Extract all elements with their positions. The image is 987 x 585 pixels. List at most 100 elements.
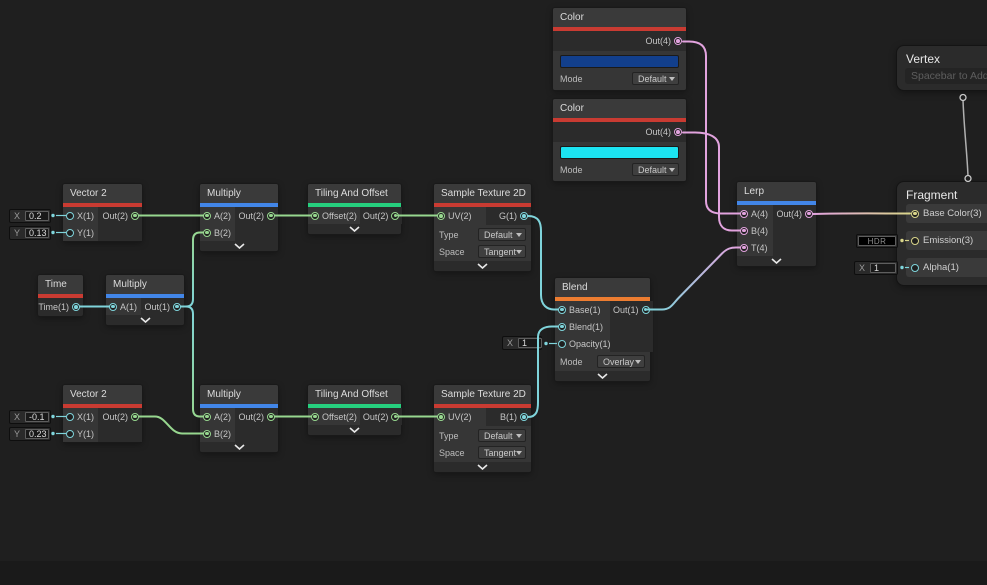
vector2bottom-y-field[interactable]: Y 0.23: [9, 426, 51, 441]
input-port-uv[interactable]: [437, 413, 445, 421]
space-dropdown[interactable]: Tangent: [478, 446, 526, 459]
input-port-b[interactable]: [203, 228, 211, 237]
vertex-add-block-placeholder[interactable]: Spacebar to Add: [905, 68, 987, 84]
vector2top-x-field[interactable]: X 0.2: [9, 208, 51, 223]
input-port-a[interactable]: [740, 209, 748, 218]
wire-color2-to-lerp-b[interactable]: [682, 131, 741, 232]
field-value[interactable]: 0.2: [25, 210, 50, 221]
category-stripe: [63, 404, 142, 408]
input-port-a[interactable]: [203, 211, 211, 220]
expand-chevron[interactable]: [308, 224, 401, 234]
output-port[interactable]: [267, 412, 275, 421]
mode-dropdown[interactable]: Overlay: [597, 355, 645, 368]
node-blend[interactable]: Blend Base(1) Blend(1) Opacity(1) Out(1)…: [555, 278, 653, 381]
port-label: Base(1): [569, 304, 601, 315]
field-value[interactable]: 1: [518, 338, 543, 348]
output-port[interactable]: [641, 305, 650, 314]
input-port-offset[interactable]: [311, 211, 319, 220]
node-tiling-offset-bottom[interactable]: Tiling And Offset Offset(2) Out(2): [308, 385, 403, 435]
node-multiply-top[interactable]: Multiply A(2) B(2) Out(2): [200, 184, 278, 251]
input-port-emission[interactable]: [911, 236, 919, 245]
expand-chevron[interactable]: [434, 462, 531, 472]
vertex-block[interactable]: Vertex Spacebar to Add: [897, 46, 987, 90]
node-lerp[interactable]: Lerp A(4) B(4) T(4) Out(4): [737, 182, 816, 266]
output-port[interactable]: [131, 412, 139, 421]
input-port-b[interactable]: [740, 226, 748, 235]
node-vector2-top[interactable]: Vector 2 X(1) Y(1) Out(2): [63, 184, 142, 241]
input-port-base-color[interactable]: [911, 209, 919, 218]
field-value[interactable]: 1: [870, 263, 896, 273]
fragment-row-base-color[interactable]: Base Color(3): [906, 204, 987, 223]
blend-opacity-field[interactable]: X 1: [502, 336, 543, 350]
vertex-fragment-connector: [959, 93, 972, 183]
input-port-x[interactable]: [66, 211, 74, 220]
type-dropdown[interactable]: Default: [478, 429, 526, 442]
color-swatch[interactable]: [560, 55, 679, 68]
input-port-a[interactable]: [203, 412, 211, 421]
hdr-badge[interactable]: HDR: [858, 236, 896, 246]
output-port[interactable]: [173, 302, 181, 311]
fragment-row-emission[interactable]: Emission(3): [906, 231, 987, 250]
fragment-row-alpha[interactable]: Alpha(1): [906, 258, 987, 277]
fragment-alpha-field[interactable]: X 1: [854, 261, 898, 275]
mode-dropdown[interactable]: Default: [632, 72, 679, 85]
node-multiply-time[interactable]: Multiply A(1) Out(1): [106, 275, 184, 325]
input-port-base[interactable]: [558, 305, 566, 314]
node-tiling-offset-top[interactable]: Tiling And Offset Offset(2) Out(2): [308, 184, 403, 234]
wire-vector2bottom-to-multiplybottom-b[interactable]: [138, 415, 204, 435]
type-dropdown[interactable]: Default: [478, 228, 526, 241]
expand-chevron[interactable]: [200, 241, 278, 251]
field-value[interactable]: -0.1: [25, 411, 50, 422]
input-port-a[interactable]: [109, 302, 117, 311]
output-port[interactable]: [391, 412, 400, 421]
wire-lerp-to-fragment-basecolor[interactable]: [812, 212, 911, 215]
node-sample-texture-bottom[interactable]: Sample Texture 2D UV(2) B(1) Type Defaul…: [434, 385, 531, 472]
output-port-time[interactable]: [72, 303, 80, 311]
category-stripe: [106, 294, 184, 298]
vector2top-y-field[interactable]: Y 0.13: [9, 225, 51, 240]
color-swatch[interactable]: [560, 146, 679, 159]
node-vector2-bottom[interactable]: Vector 2 X(1) Y(1) Out(2): [63, 385, 142, 442]
vector2bottom-x-field[interactable]: X -0.1: [9, 409, 51, 424]
expand-chevron[interactable]: [308, 425, 401, 435]
output-port[interactable]: [131, 211, 139, 220]
input-port-y[interactable]: [66, 228, 74, 237]
wire-blend-to-lerp-t[interactable]: [646, 246, 741, 311]
output-port-g[interactable]: [520, 212, 528, 220]
node-color-1[interactable]: Color Out(4) Mode Default: [553, 8, 686, 90]
category-stripe: [308, 203, 401, 207]
input-port-b[interactable]: [203, 429, 211, 438]
output-port-out4[interactable]: [674, 37, 682, 45]
field-value[interactable]: 0.23: [25, 428, 50, 439]
wire-sampletop-g-to-blend-base[interactable]: [527, 215, 559, 311]
output-port-out4[interactable]: [674, 128, 682, 136]
category-stripe: [38, 294, 83, 298]
expand-chevron[interactable]: [555, 371, 650, 381]
mode-dropdown[interactable]: Default: [632, 163, 679, 176]
input-port-uv[interactable]: [437, 212, 445, 220]
fragment-block[interactable]: Fragment Base Color(3) Emission(3) Alpha…: [897, 182, 987, 285]
node-sample-texture-top[interactable]: Sample Texture 2D UV(2) G(1) Type Defaul…: [434, 184, 531, 271]
wire-color1-to-lerp-a[interactable]: [682, 40, 741, 215]
input-port-opacity[interactable]: [558, 339, 566, 348]
output-port[interactable]: [267, 211, 275, 220]
expand-chevron[interactable]: [200, 442, 278, 452]
output-port[interactable]: [805, 209, 813, 218]
expand-chevron[interactable]: [106, 315, 184, 325]
input-port-y[interactable]: [66, 429, 74, 438]
field-value[interactable]: 0.13: [25, 227, 50, 238]
input-port-x[interactable]: [66, 412, 74, 421]
input-port-t[interactable]: [740, 243, 748, 252]
node-multiply-bottom[interactable]: Multiply A(2) B(2) Out(2): [200, 385, 278, 452]
node-color-2[interactable]: Color Out(4) Mode Default: [553, 99, 686, 181]
input-port-alpha[interactable]: [911, 263, 919, 272]
expand-chevron[interactable]: [434, 261, 531, 271]
space-dropdown[interactable]: Tangent: [478, 245, 526, 258]
input-port-blend[interactable]: [558, 322, 566, 331]
expand-chevron[interactable]: [737, 256, 816, 266]
fragment-emission-hdr-field[interactable]: HDR: [856, 234, 898, 248]
output-port[interactable]: [391, 211, 400, 220]
output-port-b[interactable]: [520, 413, 528, 421]
input-port-offset[interactable]: [311, 412, 319, 421]
node-time[interactable]: Time Time(1): [38, 275, 83, 316]
